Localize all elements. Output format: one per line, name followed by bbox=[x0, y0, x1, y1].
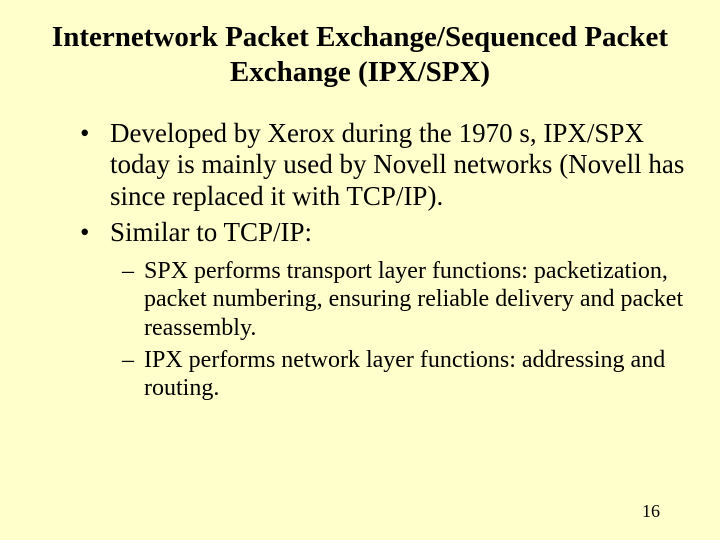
sub-bullet-item: IPX performs network layer functions: ad… bbox=[122, 346, 690, 403]
page-number: 16 bbox=[642, 501, 660, 522]
bullet-item: Similar to TCP/IP: bbox=[80, 217, 690, 249]
sub-bullet-list: SPX performs transport layer functions: … bbox=[122, 257, 690, 403]
main-bullet-list: Developed by Xerox during the 1970 s, IP… bbox=[80, 118, 690, 249]
slide-title: Internetwork Packet Exchange/Sequenced P… bbox=[30, 20, 690, 90]
slide: Internetwork Packet Exchange/Sequenced P… bbox=[0, 0, 720, 540]
sub-bullet-item: SPX performs transport layer functions: … bbox=[122, 257, 690, 342]
bullet-item: Developed by Xerox during the 1970 s, IP… bbox=[80, 118, 690, 214]
